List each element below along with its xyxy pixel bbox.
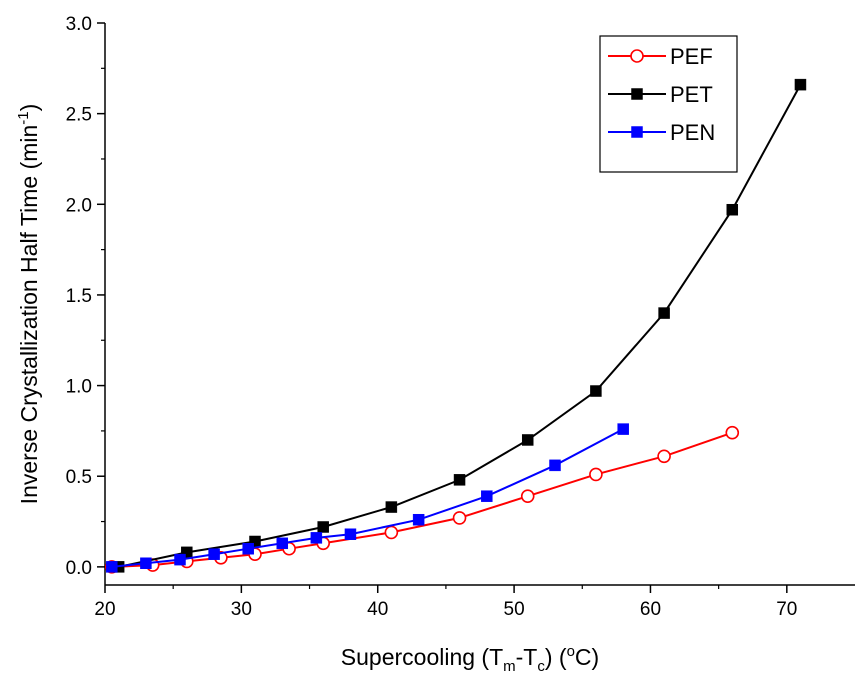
- legend-marker-pen: [631, 126, 643, 138]
- series-pet-point: [726, 203, 739, 216]
- x-axis-title-sub: c: [537, 658, 545, 675]
- y-tick-label: 0.5: [66, 467, 92, 488]
- legend-marker-pet: [631, 88, 643, 100]
- x-axis-title-text: Supercooling (T: [341, 644, 503, 670]
- series-pen-point: [106, 561, 118, 573]
- x-axis-title-text: C): [575, 644, 599, 670]
- x-axis-title: Supercooling (Tm-Tc) (oC): [341, 643, 599, 675]
- series-pef-point: [452, 511, 467, 525]
- series-pef-point: [384, 525, 399, 540]
- series-pef: [105, 425, 740, 574]
- series-pef-point: [657, 449, 671, 464]
- y-tick-label: 3.0: [66, 14, 92, 35]
- series-pen-point: [208, 548, 220, 560]
- y-axis-title-text: Inverse Crystallization Half Time (min: [16, 125, 42, 505]
- legend: PEF PET PEN: [599, 35, 738, 173]
- legend-box: [599, 35, 738, 173]
- y-axis-title: Inverse Crystallization Half Time (min-1…: [15, 104, 42, 505]
- series-pef-point: [589, 467, 603, 482]
- series-pet-point: [453, 474, 466, 486]
- series-layer: [105, 78, 807, 574]
- legend-item-pen: PEN: [608, 120, 715, 145]
- legend-marker-pef: [630, 49, 644, 63]
- series-pen-point: [344, 528, 357, 540]
- x-axis-title-sup: o: [567, 643, 575, 660]
- series-pen-point: [140, 557, 152, 569]
- series-pet-point: [658, 307, 670, 319]
- x-tick-label: 40: [367, 599, 388, 620]
- x-axis-title-text: -T: [516, 644, 538, 670]
- x-tick-label: 50: [504, 599, 525, 620]
- legend-item-pet: PET: [608, 82, 713, 107]
- series-pet-point: [590, 385, 602, 397]
- series-pen-point: [412, 513, 425, 526]
- y-tick-label: 2.0: [66, 195, 92, 216]
- legend-label-pen: PEN: [670, 120, 715, 145]
- series-pen-point: [276, 537, 289, 550]
- series-pet-point: [794, 78, 807, 91]
- legend-label-pet: PET: [670, 82, 713, 107]
- series-pen-point: [481, 490, 493, 502]
- series-pen-point: [617, 423, 629, 435]
- y-tick-label: 1.0: [66, 377, 92, 398]
- series-pen-point: [310, 532, 323, 544]
- x-tick-label: 20: [94, 599, 115, 620]
- x-tick-label: 60: [640, 599, 661, 620]
- legend-item-pef: PEF: [608, 44, 713, 69]
- series-pen-line: [111, 428, 624, 568]
- axes: 20 30 40 50 60 70 0.0 0.5 1.0 1.5 2.0 2.5 3.0: [66, 14, 855, 620]
- series-pef-point: [725, 425, 740, 440]
- y-axis-title-sup: -1: [15, 111, 32, 124]
- y-tick-label: 2.5: [66, 105, 92, 126]
- series-pef-point: [520, 489, 535, 503]
- y-axis-title-text: ): [16, 104, 42, 112]
- series-pen-point: [549, 459, 561, 472]
- y-tick-label: 1.5: [66, 286, 92, 307]
- series-pen-point: [242, 542, 254, 555]
- x-tick-label: 70: [776, 599, 797, 620]
- series-pen-point: [174, 553, 186, 566]
- x-axis-title-sub: m: [503, 658, 516, 675]
- series-pef-line: [111, 431, 733, 568]
- y-tick-label: 0.0: [66, 558, 92, 579]
- series-pen: [106, 423, 629, 573]
- legend-label-pef: PEF: [670, 44, 713, 69]
- series-pet-point: [385, 501, 398, 513]
- x-tick-label: 30: [231, 599, 252, 620]
- series-pet-point: [317, 521, 329, 533]
- x-axis-title-text: ) (: [545, 644, 567, 670]
- series-pet-point: [521, 434, 534, 446]
